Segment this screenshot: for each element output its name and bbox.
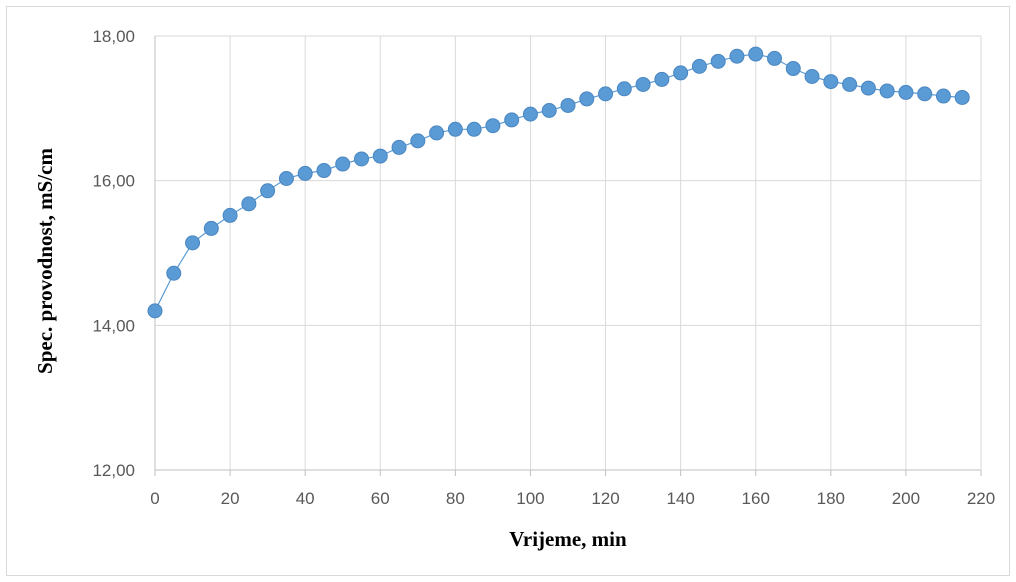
- x-tick-label: 0: [150, 489, 159, 508]
- x-tick-label: 120: [591, 489, 619, 508]
- x-tick-label: 200: [892, 489, 920, 508]
- data-point: [767, 50, 782, 66]
- y-axis-title: Spec. provodnost, mS/cm: [33, 148, 57, 374]
- data-point: [203, 220, 219, 236]
- x-tick-label: 100: [516, 489, 544, 508]
- data-point: [354, 151, 369, 167]
- data-point: [785, 61, 801, 77]
- x-tick-label: 140: [666, 489, 694, 508]
- data-point: [710, 53, 726, 69]
- data-point: [447, 121, 463, 137]
- data-point: [241, 196, 257, 212]
- data-point: [729, 48, 745, 64]
- y-tick-label: 16,00: [92, 172, 135, 191]
- data-point: [391, 139, 407, 155]
- data-point: [278, 170, 294, 186]
- y-tick-label: 14,00: [92, 316, 135, 335]
- data-point: [222, 207, 238, 223]
- data-point: [804, 69, 820, 85]
- data-point: [522, 106, 538, 122]
- data-point: [898, 84, 914, 100]
- data-point: [147, 303, 163, 319]
- data-point: [297, 165, 313, 181]
- data-point: [748, 46, 764, 62]
- data-point: [842, 76, 858, 92]
- data-point: [879, 83, 895, 99]
- data-point: [560, 97, 576, 113]
- data-point: [823, 74, 839, 90]
- x-tick-label: 160: [742, 489, 770, 508]
- tick-labels: 12,00 14,00 16,00 18,00 0 20 40 60 80 100 120 140 16…: [92, 27, 995, 508]
- y-tick-label: 18,00: [92, 27, 135, 46]
- data-point: [372, 148, 388, 164]
- data-point: [429, 125, 445, 141]
- x-tick-label: 180: [817, 489, 845, 508]
- x-tick-label: 220: [967, 489, 995, 508]
- data-point: [410, 133, 426, 149]
- data-point: [316, 163, 332, 179]
- x-tick-label: 80: [446, 489, 465, 508]
- data-series: [147, 46, 970, 319]
- data-point: [691, 58, 707, 74]
- data-point: [166, 265, 182, 281]
- x-tick-label: 60: [371, 489, 390, 508]
- data-point: [598, 86, 614, 102]
- data-point: [335, 156, 351, 172]
- series-line: [154, 53, 963, 312]
- x-tick-label: 20: [221, 489, 240, 508]
- data-point: [616, 81, 632, 97]
- y-tick-label: 12,00: [92, 461, 135, 480]
- data-point: [579, 91, 595, 107]
- data-point: [917, 86, 933, 102]
- chart-frame: [6, 6, 1010, 576]
- data-point: [635, 76, 651, 92]
- data-point: [935, 88, 951, 104]
- axes: [154, 36, 982, 476]
- data-point: [485, 118, 501, 134]
- x-tick-label: 40: [296, 489, 315, 508]
- data-point: [541, 103, 557, 119]
- x-axis-title: Vrijeme, min: [509, 527, 627, 551]
- data-point: [860, 80, 876, 96]
- data-point: [185, 235, 201, 251]
- data-point: [260, 183, 276, 199]
- data-point: [466, 121, 482, 137]
- data-point: [954, 89, 970, 105]
- data-point: [654, 71, 670, 87]
- data-point: [504, 112, 520, 128]
- data-point: [673, 65, 689, 81]
